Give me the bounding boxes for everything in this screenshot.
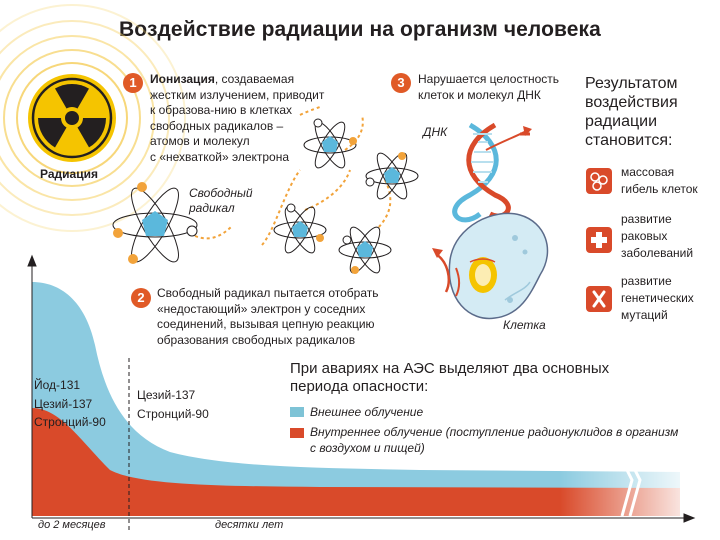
- legend-swatch-external: [290, 407, 304, 417]
- radiation-label: Радиация: [40, 167, 98, 181]
- page-title: Воздействие радиации на организм человек…: [119, 18, 601, 41]
- legend-label-internal: Внутреннее облучение (поступление радион…: [310, 425, 679, 455]
- cell-label: Клетка: [503, 318, 546, 332]
- radiation-symbol-icon: [28, 74, 116, 162]
- result-item-2: развитие раковых заболеваний: [621, 212, 694, 260]
- radiation-rings: [0, 4, 186, 232]
- periods-title: При авариях на АЭС выделяют два основных…: [290, 360, 610, 395]
- cell-icon: [432, 212, 549, 320]
- step-1-bold: Ионизация: [150, 72, 215, 86]
- chart-axes: [27, 254, 696, 530]
- result-item-3: развитие генетических мутаций: [621, 274, 694, 322]
- step-2-text: Свободный радикал пытается отобрать «нед…: [157, 286, 379, 347]
- legend-swatch-internal: [290, 428, 304, 438]
- axis-label-right: десятки лет: [215, 519, 284, 531]
- step-2-number: 2: [131, 288, 151, 308]
- step-1-number: 1: [123, 73, 143, 93]
- result-title: Результатом воздействия радиации станови…: [585, 75, 678, 149]
- step-3-number: 3: [391, 73, 411, 93]
- legend-label-external: Внешнее облучение: [310, 405, 424, 419]
- hazard-chart: [32, 282, 680, 520]
- step-3-text: Нарушается целостность клеток и молекул …: [418, 72, 560, 102]
- free-radical-label: Свободный радикал: [189, 186, 253, 215]
- cells-icon: [586, 168, 612, 194]
- isotopes-late: Цезий-137 Стронций-90: [137, 388, 209, 421]
- cross-icon: [586, 227, 612, 253]
- dna-label: ДНК: [423, 125, 448, 139]
- chromosome-icon: [586, 286, 612, 312]
- step-1-text: Ионизация, создаваемая жестким излучение…: [150, 72, 325, 164]
- dna-icon: [452, 122, 532, 223]
- isotopes-early: Йод-131 Цезий-137 Стронций-90: [34, 378, 106, 429]
- result-item-1: массовая гибель клеток: [621, 165, 698, 196]
- atoms: [112, 118, 419, 274]
- axis-label-left: до 2 месяцев: [38, 519, 106, 531]
